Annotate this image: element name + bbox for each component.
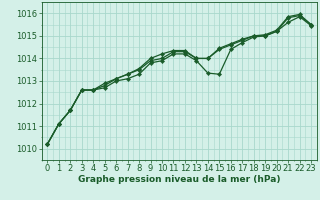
X-axis label: Graphe pression niveau de la mer (hPa): Graphe pression niveau de la mer (hPa): [78, 175, 280, 184]
